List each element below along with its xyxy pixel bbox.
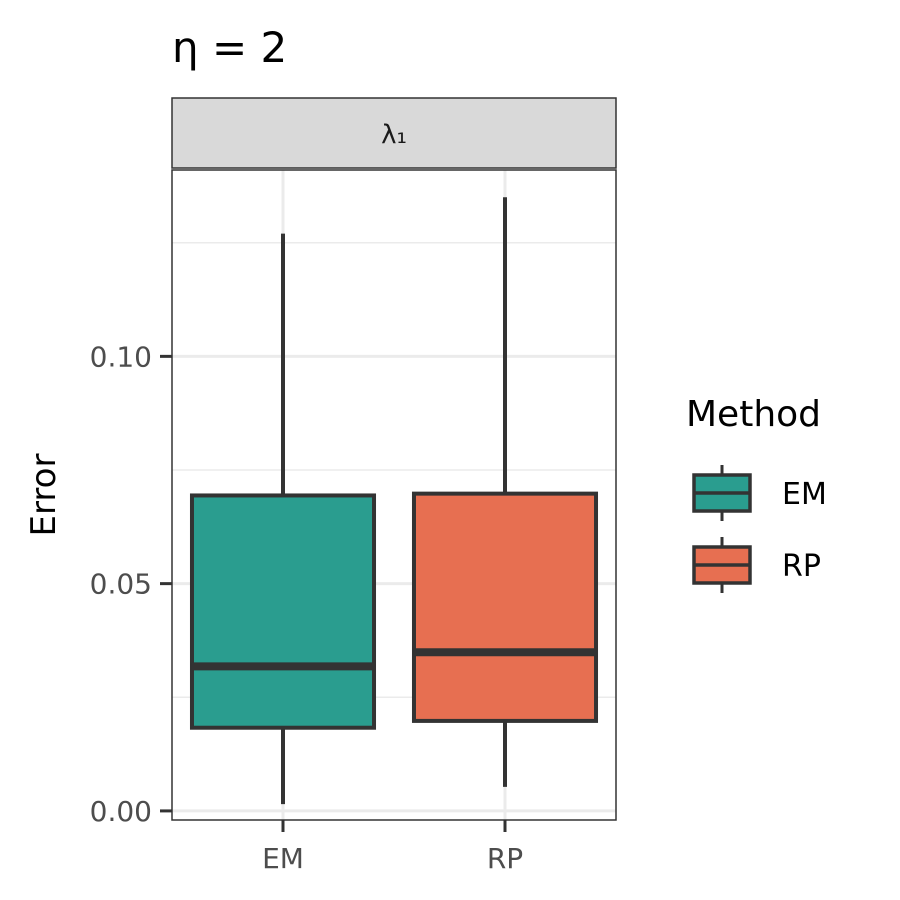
legend-title: Method	[686, 394, 821, 435]
chart-title: η = 2	[172, 23, 287, 72]
iqr-box	[189, 493, 377, 730]
x-axis: EM RP	[262, 820, 523, 875]
y-tick-label: 0.05	[90, 568, 152, 601]
y-axis: 0.00 0.05 0.10	[90, 340, 172, 828]
legend-label: RP	[782, 549, 821, 584]
x-tick-label: EM	[262, 842, 304, 875]
x-tick-label: RP	[487, 842, 523, 875]
y-tick-label: 0.10	[90, 340, 152, 373]
iqr-box	[411, 491, 599, 723]
legend-item-rp: RP	[692, 537, 821, 593]
box-layer	[189, 197, 599, 805]
box-rp	[411, 197, 599, 787]
legend-label: EM	[782, 477, 827, 512]
facet-label: λ₁	[381, 120, 407, 150]
legend-item-em: EM	[692, 465, 827, 521]
facet-strip	[171, 97, 617, 169]
box-em	[189, 233, 377, 805]
panel-border	[171, 169, 617, 821]
legend: EM RP	[692, 465, 827, 593]
y-tick-label: 0.00	[90, 795, 152, 828]
y-axis-label: Error	[24, 454, 64, 537]
